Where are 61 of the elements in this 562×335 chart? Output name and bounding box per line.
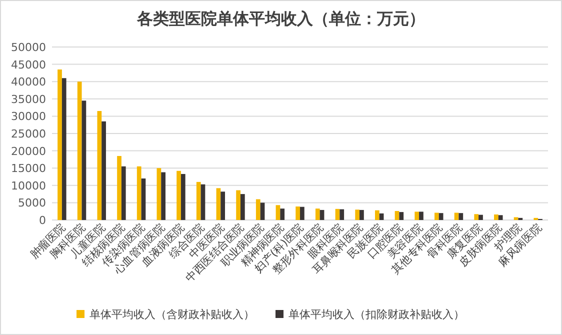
- y-tick-label: 10000: [11, 179, 46, 192]
- legend-label: 单体平均收入（含财政补贴收入）: [90, 308, 254, 321]
- bar: [394, 211, 400, 220]
- bar: [102, 121, 106, 220]
- bar: [379, 213, 384, 220]
- bar: [161, 172, 166, 220]
- bar: [335, 208, 340, 220]
- bar: [220, 192, 226, 220]
- bar: [58, 69, 62, 220]
- bar: [121, 166, 126, 220]
- bar: [156, 168, 162, 220]
- bar: [399, 212, 404, 220]
- bar: [136, 166, 142, 220]
- bar: [300, 206, 304, 220]
- bar: [260, 202, 265, 220]
- y-tick-label: 15000: [11, 162, 46, 176]
- bar: [438, 213, 444, 220]
- bar: [180, 174, 186, 220]
- bar: [474, 214, 479, 220]
- y-tick-label: 30000: [11, 110, 46, 124]
- bar: [355, 210, 360, 220]
- bar: [276, 205, 280, 220]
- bar: [315, 208, 320, 220]
- legend-label: 单体平均收入（扣除财政补贴收入）: [288, 308, 464, 321]
- bar: [320, 210, 324, 220]
- bar: [62, 78, 66, 220]
- bar: [454, 212, 459, 220]
- bar: [514, 217, 518, 220]
- bar: [434, 212, 439, 220]
- bar: [419, 212, 424, 220]
- bar: [196, 182, 201, 220]
- bar: [240, 194, 245, 220]
- y-tick-label: 0: [39, 214, 46, 227]
- bar: [296, 206, 300, 220]
- bar: [458, 213, 464, 220]
- bar: [256, 199, 260, 220]
- bar: [360, 210, 364, 220]
- bar: [340, 209, 344, 220]
- y-tick-label: 40000: [11, 76, 46, 89]
- bar: [478, 214, 483, 220]
- bar: [176, 170, 181, 220]
- bar: [82, 100, 86, 220]
- chart-title: 各类型医院单体平均收入（单位：万元）: [136, 9, 425, 28]
- y-tick-label: 25000: [11, 128, 46, 140]
- y-tick-label: 20000: [11, 144, 46, 158]
- bar: [141, 178, 146, 220]
- bar: [200, 184, 206, 220]
- y-tick-label: 45000: [11, 58, 46, 72]
- bar: [280, 208, 285, 220]
- bar: [414, 212, 420, 220]
- y-tick-label: 35000: [11, 92, 46, 106]
- y-tick-label: 5000: [18, 196, 46, 210]
- bar: [117, 156, 122, 220]
- bar: [498, 215, 503, 220]
- bar: [494, 214, 498, 220]
- bar: [77, 82, 82, 220]
- bar: [216, 188, 221, 220]
- bar: [236, 190, 240, 220]
- bar: [97, 111, 102, 220]
- bar: [374, 210, 380, 220]
- y-tick-label: 50000: [11, 41, 46, 54]
